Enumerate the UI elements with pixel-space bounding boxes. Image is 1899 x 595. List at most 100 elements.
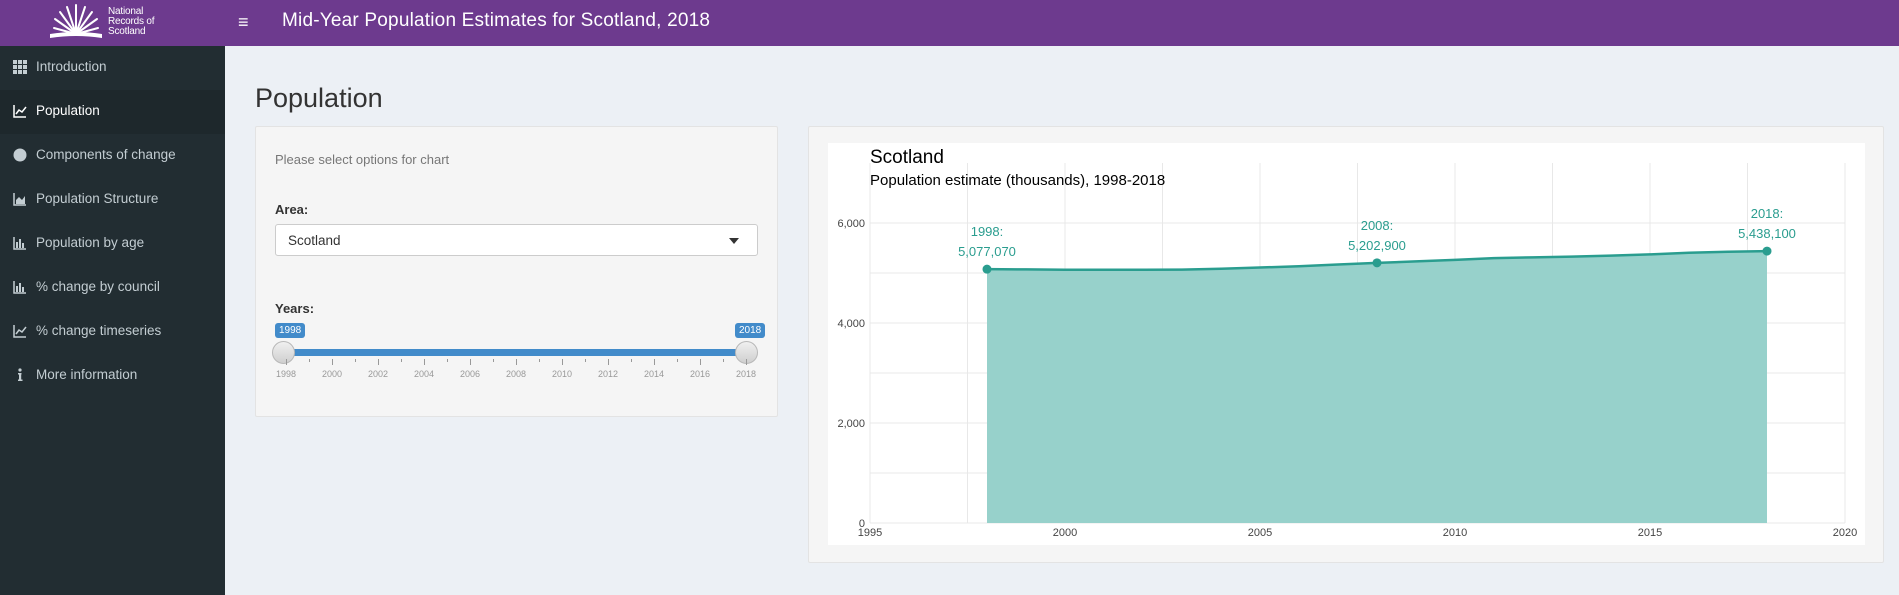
slider-tick-label: 2004 [413,369,435,379]
sidebar-item-population-structure[interactable]: Population Structure [0,178,225,222]
slider-tick-label: 2018 [735,369,757,379]
annotation-year: 2018: [1751,206,1784,221]
sidebar-item-label: More information [36,367,138,382]
data-point [1762,246,1772,256]
slider-minor-tick [309,359,310,362]
logo-line: National [108,6,144,17]
x-tick-label: 1995 [858,527,882,539]
years-label: Years: [275,301,315,316]
info-icon [18,368,23,381]
logo-line: Scotland [108,26,146,37]
x-tick-label: 2015 [1638,527,1662,539]
grid-icon [13,60,27,74]
chevron-down-icon [729,238,739,244]
logo-wordmark: National Records of Scotland [108,6,155,37]
sidebar-item-introduction[interactable]: Introduction [0,46,225,90]
years-min-badge: 1998 [275,323,306,338]
slider-major-tick [700,359,701,365]
slider-minor-tick [539,359,540,362]
sidebar-item-more-information[interactable]: More information [0,354,225,398]
sidebar: Introduction Population Components of ch… [0,46,225,595]
slider-minor-tick [585,359,586,362]
bar-chart-icon [13,237,26,250]
slider-minor-tick [677,359,678,362]
top-header: National Records of Scotland ≡ Mid-Year … [0,0,1899,46]
sidebar-item-label: Introduction [36,59,107,74]
sidebar-item-label: % change by council [36,279,160,294]
x-tick-label: 2020 [1833,527,1857,539]
y-tick-label: 0 [859,518,865,530]
slider-major-tick [608,359,609,365]
years-slider-track[interactable] [283,349,747,356]
slider-minor-tick [401,359,402,362]
slider-major-tick [332,359,333,365]
annotation-value: 5,438,100 [1738,226,1796,241]
slider-tick-label: 2012 [597,369,619,379]
nrs-logo[interactable]: National Records of Scotland [0,0,225,46]
annotation-year: 2008: [1361,218,1394,233]
area-chart-icon [13,193,26,206]
slider-tick-label: 2002 [367,369,389,379]
y-tick-label: 2,000 [837,418,865,430]
sidebar-item-population-by-age[interactable]: Population by age [0,222,225,266]
chart-title: Scotland [870,147,944,168]
sidebar-item-change-by-council[interactable]: % change by council [0,266,225,310]
sidebar-item-change-timeseries[interactable]: % change timeseries [0,310,225,354]
x-tick-label: 2000 [1053,527,1077,539]
slider-tick-label: 2014 [643,369,665,379]
chart-subtitle: Population estimate (thousands), 1998-20… [870,172,1165,189]
slider-tick-label: 1998 [275,369,297,379]
slider-major-tick [378,359,379,365]
slider-minor-tick [493,359,494,362]
years-slider-min-handle[interactable] [272,341,295,364]
x-tick-label: 2005 [1248,527,1272,539]
app-title: Mid-Year Population Estimates for Scotla… [282,10,711,31]
x-axis-ticks: 1995 2000 2005 2010 2015 2020 [858,527,1857,539]
line-chart-icon [13,325,27,338]
slider-tick-label: 2006 [459,369,481,379]
sidebar-item-label: Population [36,103,100,118]
slider-major-tick [470,359,471,365]
slider-major-tick [562,359,563,365]
slider-major-tick [654,359,655,365]
annotation-value: 5,077,070 [958,244,1016,259]
sidebar-item-label: Population Structure [36,191,159,206]
slider-major-tick [286,359,287,365]
page-title: Population [255,83,383,113]
line-chart-icon [13,105,27,118]
sidebar-item-label: Population by age [36,235,145,250]
data-point [982,264,992,274]
bar-chart-icon [13,281,26,294]
slider-minor-tick [355,359,356,362]
data-points [982,246,1772,274]
slider-minor-tick [447,359,448,362]
nrs-fan-logo-icon [50,4,102,38]
annotation-year: 1998: [971,224,1004,239]
area-label: Area: [275,202,309,217]
slider-tick-label: 2010 [551,369,573,379]
pie-chart-icon [13,148,27,162]
logo-line: Records of [108,16,155,27]
slider-minor-tick [723,359,724,362]
y-tick-label: 4,000 [837,318,865,330]
x-tick-label: 2010 [1443,527,1467,539]
sidebar-item-label: Components of change [36,147,176,162]
sidebar-item-label: % change timeseries [36,323,162,338]
options-panel: Please select options for chart Area: Sc… [255,126,778,417]
sidebar-item-population[interactable]: Population [0,90,225,134]
annotation-value: 5,202,900 [1348,238,1406,253]
years-max-badge: 2018 [735,323,766,338]
slider-minor-tick [631,359,632,362]
hamburger-icon[interactable]: ≡ [238,12,249,32]
slider-tick-label: 2000 [321,369,343,379]
area-select[interactable]: Scotland [275,224,758,256]
population-area [987,251,1767,523]
sidebar-item-components-of-change[interactable]: Components of change [0,134,225,178]
population-chart: 0 2,000 4,000 6,000 1995 2000 2005 2010 2015 202… [828,143,1865,545]
options-hint: Please select options for chart [275,152,450,167]
slider-major-tick [424,359,425,365]
slider-major-tick [746,359,747,365]
slider-major-tick [516,359,517,365]
y-axis-ticks: 0 2,000 4,000 6,000 [837,218,865,530]
data-annotations: 1998: 5,077,070 2008: 5,202,900 2018: 5,438,1… [958,206,1796,259]
